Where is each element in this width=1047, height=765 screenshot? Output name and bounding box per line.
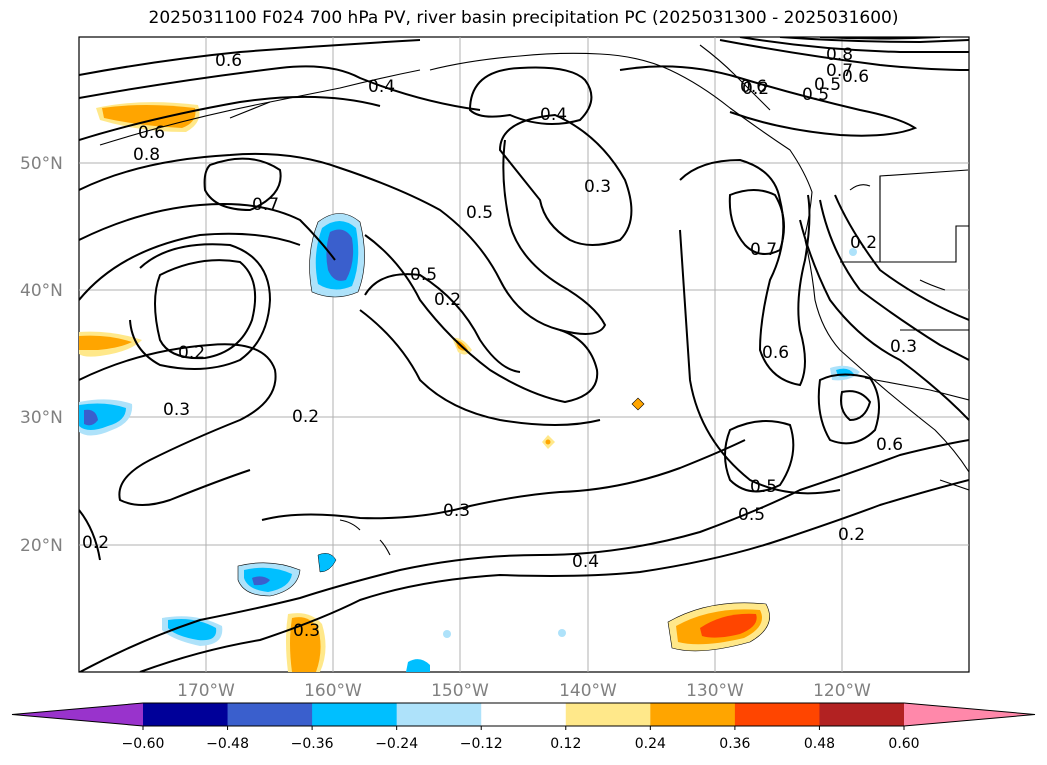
contour-label: 0.3: [443, 501, 470, 521]
contour-label: 0.5: [802, 85, 829, 105]
colorbar-segment: [312, 703, 398, 726]
lon-label-160w: 160°W: [304, 681, 362, 701]
colorbar-extend-low: [12, 703, 143, 726]
contour-labels: 0.6 0.4 0.8 0.7 0.6 0.5 0.2 0.4 0.3 0.5 …: [82, 45, 917, 641]
colorbar-tick-label: 0.12: [550, 736, 581, 752]
colorbar-tick-label: 0.36: [719, 736, 750, 752]
contour-label: 0.6: [876, 435, 903, 455]
colorbar-segment: [396, 703, 482, 726]
contour-label: 0.6: [842, 67, 869, 87]
contour-label: 0.2: [178, 343, 205, 363]
contour-label: 0.5: [814, 75, 841, 95]
contour-label: 0.2: [850, 233, 877, 253]
colorbar-tick-label: −0.36: [291, 736, 334, 752]
pv-contours: [79, 37, 969, 672]
colorbar-segment: [143, 703, 229, 726]
lon-label-170w: 170°W: [177, 681, 235, 701]
contour-label: 0.5: [466, 203, 493, 223]
lat-label-20n: 20°N: [20, 536, 63, 556]
map-frame: [78, 36, 970, 673]
colorbar: −0.60 −0.48 −0.36 −0.24 −0.12 0.12 0.24 0.36 0.4…: [11, 702, 1036, 752]
colorbar-tick-label: −0.24: [375, 736, 418, 752]
contour-label: 0.4: [572, 552, 599, 572]
coastlines: [99, 44, 969, 556]
contour-label: 0.8: [826, 45, 853, 65]
contour-label: 0.4: [540, 105, 567, 125]
lat-label-40n: 40°N: [20, 281, 63, 301]
contour-label: 0.3: [584, 177, 611, 197]
colorbar-segment: [650, 703, 736, 726]
contour-label: 0.6: [138, 123, 165, 143]
lon-label-120w: 120°W: [813, 681, 871, 701]
contour-label: 0.6: [215, 51, 242, 71]
lat-label-50n: 50°N: [20, 154, 63, 174]
contour-label: 0.3: [163, 400, 190, 420]
contour-label: 0.7: [252, 195, 279, 215]
colorbar-tick-label: −0.12: [460, 736, 503, 752]
lon-label-130w: 130°W: [686, 681, 744, 701]
longitude-labels: 170°W 160°W 150°W 140°W 130°W 120°W: [177, 681, 871, 701]
map-content: 0.6 0.4 0.8 0.7 0.6 0.5 0.2 0.4 0.3 0.5 …: [79, 37, 969, 672]
colorbar-tick-label: 0.24: [635, 736, 666, 752]
contour-label: 0.6: [762, 343, 789, 363]
contour-label: 0.2: [838, 525, 865, 545]
contour-label: 0.2: [742, 79, 769, 99]
contour-label: 0.7: [826, 61, 853, 81]
contour-label: 0.5: [410, 265, 437, 285]
colorbar-segment: [819, 703, 905, 726]
contour-label: 0.3: [890, 337, 917, 357]
contour-label: 0.6: [740, 77, 767, 97]
lon-label-140w: 140°W: [559, 681, 617, 701]
map-title: 2025031100 F024 700 hPa PV, river basin …: [148, 8, 899, 28]
colorbar-segment: [227, 703, 313, 726]
colorbar-extend-high: [904, 703, 1035, 726]
contour-label: 0.2: [292, 407, 319, 427]
colorbar-segment: [734, 703, 820, 726]
contour-label: 0.5: [738, 505, 765, 525]
contour-label: 0.2: [434, 290, 461, 310]
colorbar-segment: [565, 703, 651, 726]
latitude-labels: 50°N 40°N 30°N 20°N: [20, 154, 63, 556]
contour-label: 0.5: [750, 477, 777, 497]
colorbar-tick-label: 0.48: [804, 736, 835, 752]
lat-label-30n: 30°N: [20, 408, 63, 428]
contour-label: 0.8: [133, 145, 160, 165]
contour-label: 0.3: [293, 621, 320, 641]
contour-label: 0.2: [82, 533, 109, 553]
colorbar-tick-label: −0.60: [122, 736, 165, 752]
contour-label: 0.7: [750, 240, 777, 260]
colorbar-tick-label: −0.48: [206, 736, 249, 752]
contour-label: 0.4: [368, 77, 395, 97]
colorbar-segment: [481, 703, 567, 726]
lon-label-150w: 150°W: [431, 681, 489, 701]
colorbar-tick-label: 0.60: [888, 736, 919, 752]
